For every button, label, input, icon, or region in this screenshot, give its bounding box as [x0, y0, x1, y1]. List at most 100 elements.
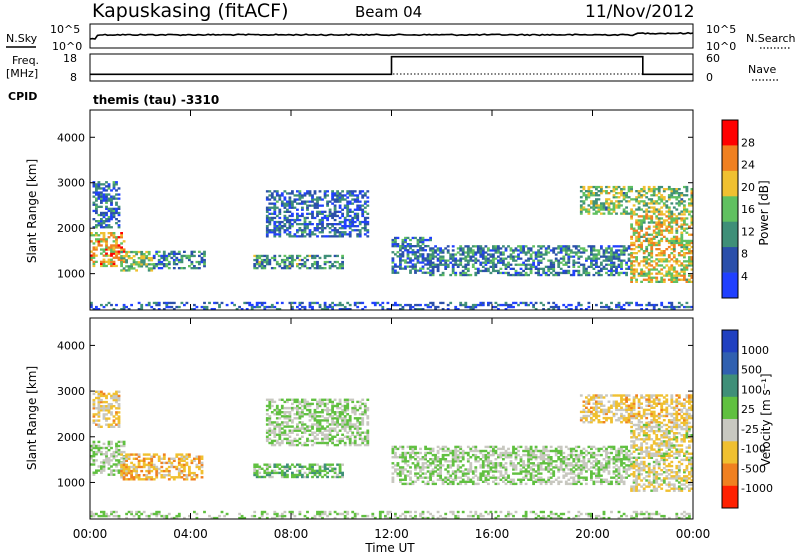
range-cell: [117, 423, 121, 426]
range-cell: [313, 227, 317, 230]
range-cell: [519, 468, 523, 471]
range-cell: [150, 459, 154, 462]
range-cell: [630, 260, 633, 263]
range-cell: [351, 433, 355, 436]
range-cell: [617, 185, 621, 189]
range-cell: [441, 263, 445, 266]
range-cell: [155, 469, 159, 473]
range-cell: [358, 421, 362, 424]
range-cell: [280, 475, 284, 479]
range-cell: [306, 408, 309, 412]
range-cell: [394, 236, 397, 240]
range-cell: [469, 464, 473, 467]
range-cell: [95, 189, 98, 192]
range-cell: [677, 272, 681, 275]
range-cell: [117, 440, 121, 444]
range-cell: [286, 473, 289, 477]
range-cell: [544, 253, 548, 256]
range-cell: [363, 225, 367, 228]
range-cell: [258, 256, 262, 260]
range-cell: [439, 464, 442, 467]
range-cell: [117, 187, 121, 190]
range-cell: [484, 251, 488, 254]
range-cell: [90, 254, 93, 257]
range-cell: [331, 417, 334, 420]
range-cell: [253, 254, 257, 258]
range-cell: [461, 273, 465, 277]
range-cell: [665, 260, 669, 263]
range-cell: [167, 252, 171, 255]
range-cell: [316, 429, 319, 432]
range-cell: [512, 305, 515, 309]
range-cell: [318, 423, 322, 426]
range-cell: [680, 262, 684, 265]
range-cell: [404, 460, 407, 463]
range-cell: [308, 303, 312, 307]
range-cell: [333, 214, 337, 218]
range-cell: [308, 229, 312, 232]
range-cell: [331, 194, 334, 197]
range-cell: [404, 478, 407, 481]
range-cell: [642, 239, 646, 243]
range-cell: [361, 190, 365, 193]
range-cell: [645, 202, 649, 205]
range-cell: [301, 212, 304, 215]
range-cell: [469, 449, 473, 453]
range-cell: [286, 208, 289, 211]
range-cell: [283, 254, 287, 258]
range-cell: [102, 409, 106, 412]
range-cell: [105, 224, 108, 227]
range-cell: [399, 466, 402, 469]
range-cell: [336, 421, 339, 424]
range-cell: [640, 196, 643, 199]
range-cell: [333, 411, 337, 414]
range-cell: [296, 256, 299, 260]
range-cell: [288, 431, 292, 434]
range-cell: [107, 409, 111, 412]
range-cell: [115, 201, 118, 204]
range-cell: [630, 248, 633, 251]
range-cell: [512, 447, 515, 451]
range-cell: [255, 469, 259, 473]
range-cell: [341, 194, 344, 197]
range-cell: [605, 305, 608, 309]
range-cell: [489, 470, 493, 473]
range-cell: [346, 308, 350, 311]
range-cell: [394, 303, 397, 307]
range-cell: [672, 260, 676, 263]
range-cell: [95, 197, 98, 200]
range-cell: [331, 400, 334, 404]
range-cell: [326, 437, 329, 441]
range-cell: [95, 308, 98, 311]
range-cell: [685, 305, 689, 309]
range-cell: [657, 225, 661, 228]
range-cell: [569, 273, 573, 277]
range-cell: [311, 308, 314, 311]
range-cell: [622, 303, 626, 307]
range-cell: [198, 267, 201, 270]
range-cell: [602, 265, 606, 268]
range-cell: [348, 220, 352, 224]
range-cell: [677, 254, 681, 257]
range-cell: [675, 274, 679, 277]
range-cell: [336, 463, 339, 466]
range-cell: [92, 254, 96, 257]
range-cell: [502, 451, 505, 455]
range-cell: [487, 259, 490, 262]
range-cell: [464, 305, 468, 309]
range-cell: [152, 467, 156, 471]
range-cell: [125, 265, 128, 268]
range-cell: [306, 223, 309, 226]
range-cell: [95, 224, 98, 227]
range-cell: [288, 429, 292, 432]
range-cell: [145, 478, 149, 481]
range-cell: [140, 259, 144, 262]
range-cell: [529, 472, 533, 475]
range-cell: [414, 466, 417, 469]
range-cell: [288, 200, 292, 203]
range-cell: [341, 212, 344, 215]
range-cell: [479, 458, 483, 461]
range-cell: [439, 247, 442, 250]
range-cell: [612, 255, 616, 258]
range-cell: [582, 271, 586, 275]
